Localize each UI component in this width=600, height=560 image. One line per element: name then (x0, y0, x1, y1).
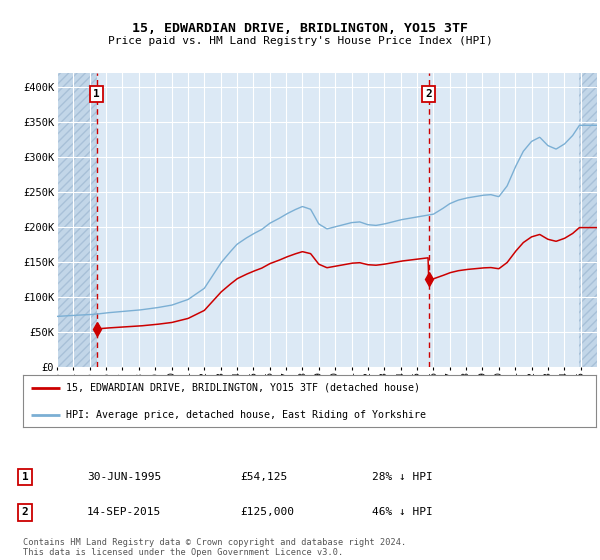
Text: £54,125: £54,125 (240, 472, 287, 482)
Text: 2: 2 (425, 89, 432, 99)
Text: 28% ↓ HPI: 28% ↓ HPI (372, 472, 433, 482)
Text: 1: 1 (93, 89, 100, 99)
Text: 30-JUN-1995: 30-JUN-1995 (87, 472, 161, 482)
Text: HPI: Average price, detached house, East Riding of Yorkshire: HPI: Average price, detached house, East… (66, 410, 426, 420)
Text: 15, EDWARDIAN DRIVE, BRIDLINGTON, YO15 3TF: 15, EDWARDIAN DRIVE, BRIDLINGTON, YO15 3… (132, 22, 468, 35)
Bar (57, 73, 97, 367)
Text: Contains HM Land Registry data © Crown copyright and database right 2024.
This d: Contains HM Land Registry data © Crown c… (23, 538, 406, 557)
Text: 14-SEP-2015: 14-SEP-2015 (87, 507, 161, 517)
Text: 1: 1 (22, 472, 29, 482)
Text: £125,000: £125,000 (240, 507, 294, 517)
Text: Price paid vs. HM Land Registry's House Price Index (HPI): Price paid vs. HM Land Registry's House … (107, 36, 493, 46)
Bar (580, 73, 597, 367)
Text: 46% ↓ HPI: 46% ↓ HPI (372, 507, 433, 517)
Bar (580, 73, 597, 367)
Bar (57, 73, 97, 367)
Text: 15, EDWARDIAN DRIVE, BRIDLINGTON, YO15 3TF (detached house): 15, EDWARDIAN DRIVE, BRIDLINGTON, YO15 3… (66, 382, 420, 393)
Text: 2: 2 (22, 507, 29, 517)
